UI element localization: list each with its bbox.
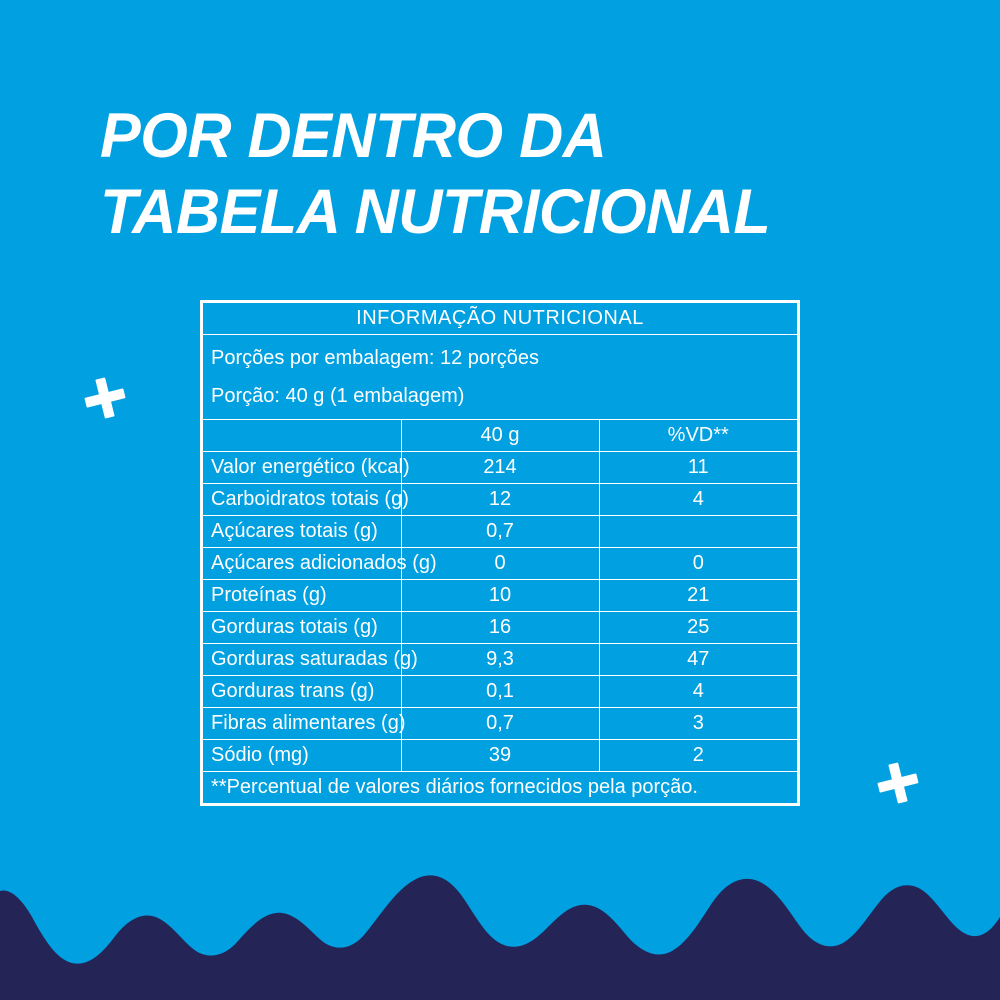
nutrient-label: Fibras alimentares (g) [203,707,406,740]
column-header-name [203,419,402,452]
nutrition-footnote: **Percentual de valores diários fornecid… [203,771,797,803]
table-row: Gorduras totais (g) 16 25 [203,611,797,644]
table-row: Açúcares totais (g) 0,7 [203,515,797,548]
nutrient-amount: 39 [400,739,600,772]
nutrient-amount: 12 [400,483,600,516]
nutrition-panel-heading: INFORMAÇÃO NUTRICIONAL [203,303,797,335]
page-title-line-2: TABELA NUTRICIONAL [100,177,771,247]
nutrition-facts-table: INFORMAÇÃO NUTRICIONAL Porções por embal… [203,303,797,803]
table-row: Valor energético (kcal) 214 11 [203,451,797,484]
nutrient-daily-value: 47 [598,643,797,676]
nutrient-label: Carboidratos totais (g) [203,483,409,516]
nutrient-label: Gorduras totais (g) [203,611,402,644]
table-row: Carboidratos totais (g) 12 4 [203,483,797,516]
nutrient-daily-value [598,515,797,548]
column-header-daily-value: %VD** [598,419,797,452]
nutrient-daily-value: 2 [598,739,797,772]
nutrient-daily-value: 21 [598,579,797,612]
table-row: Gorduras trans (g) 0,1 4 [203,675,797,708]
table-row: Açúcares adicionados (g) 0 0 [203,547,797,580]
serving-info: Porções por embalagem: 12 porções Porção… [203,334,797,420]
wave-shape [0,875,1000,1000]
nutrient-label: Açúcares adicionados (g) [203,547,437,580]
nutrient-amount: 0,7 [400,707,600,740]
plus-icon [81,374,129,422]
footnote-row: **Percentual de valores diários fornecid… [203,771,797,803]
column-header-row: 40 g %VD** [203,419,797,452]
page-title: POR DENTRO DA TABELA NUTRICIONAL [100,98,920,250]
nutrient-amount: 214 [400,451,600,484]
table-row: Sódio (mg) 39 2 [203,739,797,772]
table-row: Proteínas (g) 10 21 [203,579,797,612]
nutrition-facts-panel: INFORMAÇÃO NUTRICIONAL Porções por embal… [200,300,800,806]
nutrient-label: Gorduras saturadas (g) [203,643,418,676]
table-row: Gorduras saturadas (g) 9,3 47 [203,643,797,676]
plus-icon [874,759,922,807]
servings-per-package: Porções por embalagem: 12 porções [211,347,539,369]
nutrient-amount: 16 [400,611,600,644]
serving-info-row: Porções por embalagem: 12 porções Porção… [203,334,797,420]
nutrient-daily-value: 0 [598,547,797,580]
nutrient-amount: 10 [400,579,600,612]
table-row: Fibras alimentares (g) 0,7 3 [203,707,797,740]
nutrient-label: Proteínas (g) [203,579,402,612]
nutrient-amount: 0,1 [400,675,600,708]
nutrient-amount: 0,7 [400,515,600,548]
column-header-amount: 40 g [400,419,600,452]
nutrient-daily-value: 3 [598,707,797,740]
nutrient-amount: 9,3 [400,643,600,676]
nutrient-daily-value: 4 [598,675,797,708]
nutrient-daily-value: 4 [598,483,797,516]
nutrient-label: Gorduras trans (g) [203,675,402,708]
table-heading-row: INFORMAÇÃO NUTRICIONAL [203,303,797,335]
nutrient-label: Valor energético (kcal) [203,451,410,484]
page-title-line-1: POR DENTRO DA [100,101,607,171]
nutrient-daily-value: 25 [598,611,797,644]
nutrient-daily-value: 11 [598,451,797,484]
serving-size: Porção: 40 g (1 embalagem) [211,385,465,407]
nutrient-label: Sódio (mg) [203,739,402,772]
nutrient-label: Açúcares totais (g) [203,515,402,548]
